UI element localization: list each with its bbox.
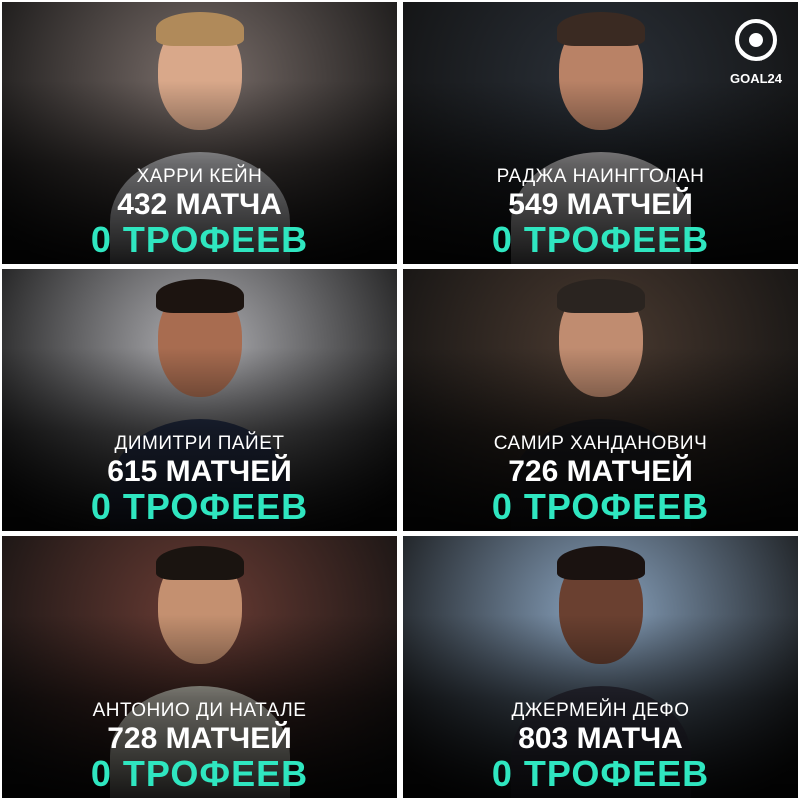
player-name: САМИР ХАНДАНОВИЧ bbox=[493, 433, 708, 454]
player-card: ХАРРИ КЕЙН 432 МАТЧА 0 ТРОФЕЕВ bbox=[2, 2, 397, 264]
matches-count: 803 МАТЧА bbox=[518, 722, 683, 755]
gradient-overlay bbox=[2, 2, 397, 264]
trophies-count: 0 ТРОФЕЕВ bbox=[90, 219, 309, 260]
matches-count: 432 МАТЧА bbox=[117, 188, 282, 221]
logo-text: GOAL24 bbox=[729, 71, 782, 86]
player-name: ДЖЕРМЕЙН ДЕФО bbox=[511, 700, 690, 721]
trophies-count: 0 ТРОФЕЕВ bbox=[90, 486, 309, 527]
player-card: САМИР ХАНДАНОВИЧ 726 МАТЧЕЙ 0 ТРОФЕЕВ bbox=[403, 269, 798, 531]
gradient-overlay bbox=[403, 536, 798, 798]
player-card: ДИМИТРИ ПАЙЕТ 615 МАТЧЕЙ 0 ТРОФЕЕВ bbox=[2, 269, 397, 531]
player-name: ДИМИТРИ ПАЙЕТ bbox=[114, 433, 285, 454]
matches-count: 726 МАТЧЕЙ bbox=[508, 455, 693, 488]
gradient-overlay bbox=[2, 269, 397, 531]
trophies-count: 0 ТРОФЕЕВ bbox=[491, 486, 710, 527]
player-card: АНТОНИО ДИ НАТАЛЕ 728 МАТЧЕЙ 0 ТРОФЕЕВ bbox=[2, 536, 397, 798]
player-card: ДЖЕРМЕЙН ДЕФО 803 МАТЧА 0 ТРОФЕЕВ bbox=[403, 536, 798, 798]
player-name: ХАРРИ КЕЙН bbox=[136, 166, 263, 187]
trophies-count: 0 ТРОФЕЕВ bbox=[491, 219, 710, 260]
gradient-overlay bbox=[403, 2, 798, 264]
matches-count: 615 МАТЧЕЙ bbox=[107, 455, 292, 488]
goal24-logo: GOAL24 bbox=[728, 16, 784, 86]
trophies-count: 0 ТРОФЕЕВ bbox=[90, 753, 309, 794]
gradient-overlay bbox=[403, 269, 798, 531]
matches-count: 728 МАТЧЕЙ bbox=[107, 722, 292, 755]
gradient-overlay bbox=[2, 536, 397, 798]
matches-count: 549 МАТЧЕЙ bbox=[508, 188, 693, 221]
player-card: РАДЖА НАИНГГОЛАН 549 МАТЧЕЙ 0 ТРОФЕЕВ GO… bbox=[403, 2, 798, 264]
ball-icon bbox=[735, 19, 777, 61]
trophies-count: 0 ТРОФЕЕВ bbox=[491, 753, 710, 794]
player-name: РАДЖА НАИНГГОЛАН bbox=[496, 166, 705, 187]
player-name: АНТОНИО ДИ НАТАЛЕ bbox=[92, 700, 307, 721]
